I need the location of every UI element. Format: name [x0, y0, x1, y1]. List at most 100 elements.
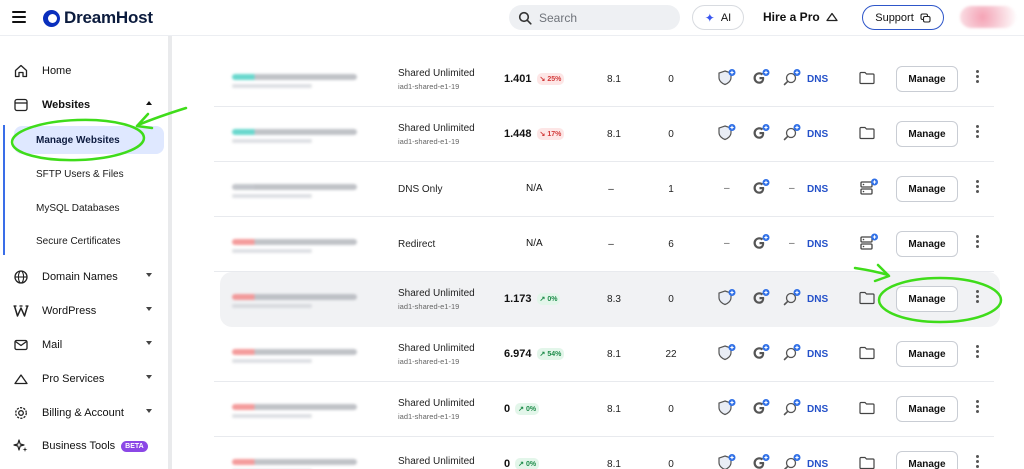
dreamhost-logo[interactable]: DreamHost [43, 8, 153, 28]
more-options-icon[interactable] [976, 70, 980, 86]
dns-link[interactable]: DNS [807, 74, 829, 85]
sidebar-item-wordpress[interactable]: WordPress [0, 299, 168, 323]
google-icon[interactable] [751, 233, 771, 253]
security-shield-icon[interactable] [717, 398, 737, 418]
plan-label: Shared Unlimited [398, 288, 475, 299]
empty-value: – [724, 238, 730, 249]
speed-change-badge: ↗ 54% [536, 348, 565, 360]
more-options-icon[interactable] [976, 235, 980, 251]
folder-icon[interactable] [859, 456, 875, 469]
sidebar-item-business-tools[interactable]: Business Tools BETA [0, 434, 168, 458]
performance-score: N/A [526, 183, 543, 194]
websites-table: Shared Unlimited iad1-shared-e1-19 1.401 ↘ … [190, 36, 1024, 469]
folder-icon[interactable] [859, 346, 875, 360]
security-shield-icon[interactable] [717, 68, 737, 88]
seo-magnifier-icon[interactable] [782, 288, 802, 308]
security-shield-icon[interactable] [717, 123, 737, 143]
dns-link[interactable]: DNS [807, 129, 829, 140]
sidebar: Home Websites Manage Websites SFTP Users… [0, 36, 172, 469]
seo-magnifier-icon[interactable] [782, 123, 802, 143]
server-icon[interactable] [859, 233, 879, 253]
security-shield-icon[interactable] [717, 453, 737, 469]
dns-link[interactable]: DNS [807, 459, 829, 469]
sidebar-item-home[interactable]: Home [0, 59, 168, 83]
hire-a-pro-link[interactable]: Hire a Pro [763, 10, 839, 24]
google-icon[interactable] [751, 123, 771, 143]
folder-icon[interactable] [859, 401, 875, 415]
domain-name-redacted[interactable] [232, 74, 357, 80]
manage-button[interactable]: Manage [896, 396, 958, 422]
folder-icon[interactable] [859, 71, 875, 85]
sidebar-subitem-secure-certificates[interactable]: Secure Certificates [36, 235, 121, 247]
more-options-icon[interactable] [976, 125, 980, 141]
manage-button[interactable]: Manage [896, 176, 958, 202]
dns-link[interactable]: DNS [807, 349, 829, 360]
seo-magnifier-icon[interactable] [782, 68, 802, 88]
sidebar-subitem-sftp-users[interactable]: SFTP Users & Files [36, 168, 124, 180]
empty-value: – [724, 183, 730, 194]
more-options-icon[interactable] [976, 290, 980, 306]
folder-icon[interactable] [859, 126, 875, 140]
manage-button[interactable]: Manage [896, 231, 958, 257]
search-input[interactable] [539, 10, 669, 25]
google-icon[interactable] [751, 178, 771, 198]
dns-link[interactable]: DNS [807, 294, 829, 305]
user-avatar[interactable] [960, 6, 1016, 28]
domain-name-redacted[interactable] [232, 239, 357, 245]
mail-icon [14, 339, 28, 351]
speed-change-badge: ↗ 0% [536, 293, 561, 305]
table-row: Shared Unlimited 0 ↗ 0% 8.1 0 DNS Manage [214, 437, 994, 469]
manage-button[interactable]: Manage [896, 121, 958, 147]
security-shield-icon[interactable] [717, 343, 737, 363]
server-icon[interactable] [859, 178, 879, 198]
manage-button[interactable]: Manage [896, 286, 958, 312]
domain-name-redacted[interactable] [232, 129, 357, 135]
rating-score: – [608, 239, 614, 250]
seo-magnifier-icon[interactable] [782, 453, 802, 469]
sidebar-item-websites[interactable]: Websites [0, 93, 168, 117]
folder-icon[interactable] [859, 291, 875, 305]
google-icon[interactable] [751, 288, 771, 308]
seo-magnifier-icon[interactable] [782, 398, 802, 418]
search-box[interactable] [509, 5, 680, 30]
sidebar-subitem-mysql-databases[interactable]: MySQL Databases [36, 202, 120, 214]
manage-button[interactable]: Manage [896, 341, 958, 367]
seo-magnifier-icon[interactable] [782, 343, 802, 363]
ai-button[interactable]: ✦ AI [692, 5, 744, 30]
rating-score: 8.1 [607, 349, 621, 360]
hamburger-menu-icon[interactable] [12, 11, 26, 23]
sidebar-item-billing-account[interactable]: Billing & Account [0, 401, 168, 425]
more-options-icon[interactable] [976, 455, 980, 469]
more-options-icon[interactable] [976, 180, 980, 196]
domain-name-redacted[interactable] [232, 404, 357, 410]
google-icon[interactable] [751, 398, 771, 418]
submenu-rail [3, 125, 5, 255]
trend-arrow-icon: ↗ [518, 461, 526, 468]
google-icon[interactable] [751, 453, 771, 469]
more-options-icon[interactable] [976, 400, 980, 416]
sidebar-item-mail[interactable]: Mail [0, 333, 168, 357]
sidebar-subitem-manage-websites[interactable]: Manage Websites [14, 126, 164, 154]
table-row: Shared Unlimited iad1-shared-e1-19 6.974 ↗ … [214, 327, 994, 382]
domain-name-redacted[interactable] [232, 459, 357, 465]
google-icon[interactable] [751, 68, 771, 88]
more-options-icon[interactable] [976, 345, 980, 361]
dns-link[interactable]: DNS [807, 239, 829, 250]
plugin-count: 22 [665, 349, 677, 360]
domain-name-redacted[interactable] [232, 349, 357, 355]
domain-name-redacted[interactable] [232, 294, 357, 300]
google-icon[interactable] [751, 343, 771, 363]
security-shield-icon[interactable] [717, 288, 737, 308]
sidebar-item-label: Home [42, 65, 72, 77]
domain-name-redacted[interactable] [232, 184, 357, 190]
plan-label: Shared Unlimited [398, 398, 475, 409]
table-row: Shared Unlimited iad1-shared-e1-19 1.448 ↘ … [214, 107, 994, 162]
manage-button[interactable]: Manage [896, 451, 958, 469]
plan-name: Shared Unlimited iad1-shared-e1-19 [398, 343, 475, 366]
support-button[interactable]: Support [862, 5, 944, 30]
sidebar-item-pro-services[interactable]: Pro Services [0, 367, 168, 391]
manage-button[interactable]: Manage [896, 66, 958, 92]
sidebar-item-domain-names[interactable]: Domain Names [0, 265, 168, 289]
dns-link[interactable]: DNS [807, 404, 829, 415]
dns-link[interactable]: DNS [807, 184, 829, 195]
